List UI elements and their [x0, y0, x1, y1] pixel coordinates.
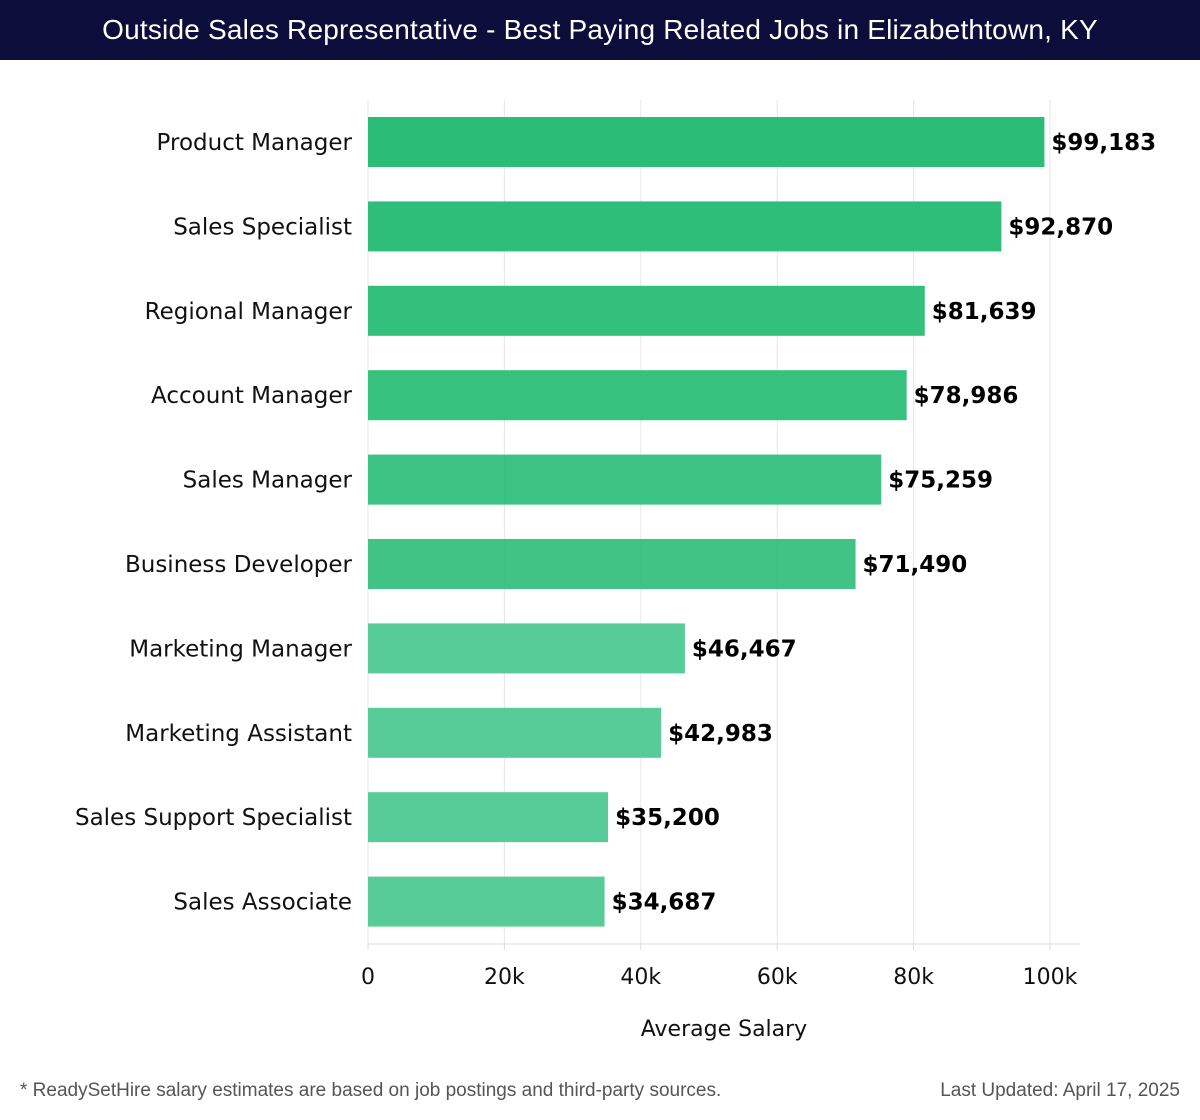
- category-label: Sales Specialist: [173, 214, 352, 240]
- value-label: $34,687: [612, 890, 717, 916]
- value-label: $99,183: [1051, 130, 1156, 156]
- chart-title: Outside Sales Representative - Best Payi…: [102, 14, 1098, 45]
- bar: [368, 792, 609, 843]
- category-label: Business Developer: [125, 552, 353, 578]
- bar: [368, 201, 1002, 252]
- category-label: Regional Manager: [145, 299, 353, 325]
- x-tick-label: 100k: [1023, 965, 1078, 990]
- footer-note: * ReadySetHire salary estimates are base…: [20, 1080, 722, 1101]
- x-tick-label: 40k: [620, 965, 661, 990]
- salary-bar-chart: 0 20k 40k 60k 80k 100k Average Salary Product M…: [75, 100, 1156, 1042]
- bar: [368, 285, 925, 336]
- bar: [368, 117, 1045, 167]
- value-label: $92,870: [1008, 214, 1113, 240]
- bar: [368, 454, 882, 505]
- bar: [368, 623, 685, 674]
- x-tick-label: 20k: [484, 965, 525, 990]
- value-label: $42,983: [668, 721, 773, 747]
- x-tick-label: 80k: [893, 965, 934, 990]
- bar: [368, 707, 662, 758]
- category-label: Marketing Assistant: [125, 721, 352, 747]
- value-label: $75,259: [888, 468, 993, 494]
- category-label: Account Manager: [151, 383, 353, 409]
- value-label: $35,200: [615, 805, 720, 831]
- value-label: $78,986: [914, 383, 1019, 409]
- x-tick-label: 60k: [757, 965, 798, 990]
- category-label: Marketing Manager: [129, 636, 352, 662]
- category-label: Sales Support Specialist: [75, 805, 352, 831]
- bar: [368, 539, 856, 589]
- chart-title-bar: Outside Sales Representative - Best Payi…: [0, 0, 1200, 60]
- x-axis-title: Average Salary: [641, 1017, 807, 1042]
- category-label: Sales Associate: [173, 890, 352, 916]
- bar: [368, 370, 907, 421]
- category-label: Product Manager: [157, 130, 353, 156]
- category-label: Sales Manager: [183, 468, 353, 494]
- last-updated: Last Updated: April 17, 2025: [940, 1080, 1180, 1101]
- value-label: $46,467: [692, 636, 797, 662]
- bar: [368, 876, 605, 927]
- value-label: $81,639: [932, 299, 1037, 325]
- x-tick-label: 0: [361, 965, 375, 990]
- value-label: $71,490: [863, 552, 968, 578]
